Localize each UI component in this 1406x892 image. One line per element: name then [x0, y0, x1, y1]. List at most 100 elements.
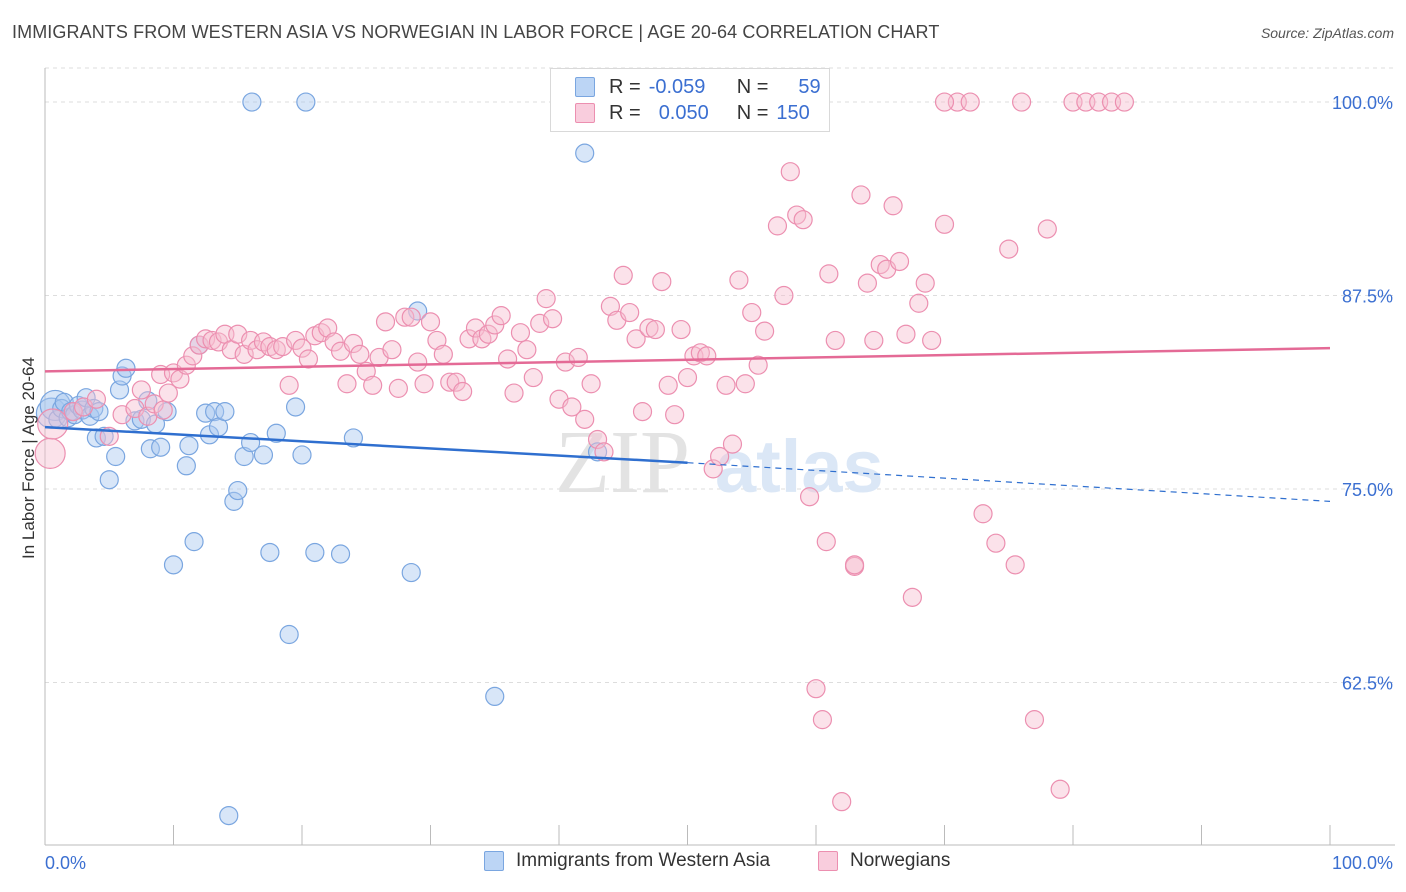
- norwegians-point: [1005, 555, 1025, 575]
- source-label: Source: ZipAtlas.com: [1260, 25, 1394, 41]
- legend-n-value: 59: [798, 75, 821, 98]
- tick-labels: 62.5% 75.0% 87.5% 100.0% 0.0% 100.0%: [45, 93, 1393, 873]
- norwegians-point: [716, 375, 736, 395]
- x-tick-label: 0.0%: [45, 853, 86, 873]
- immigrants-trend-extension: [687, 462, 1331, 502]
- immigrants-point: [176, 456, 196, 476]
- immigrants-point: [485, 686, 505, 707]
- norwegians-point: [922, 330, 942, 351]
- norwegians-point: [1050, 779, 1070, 799]
- norwegians-point: [722, 434, 743, 454]
- watermark-atlas: atlas: [715, 425, 884, 508]
- norwegians-point: [934, 214, 955, 234]
- immigrants-point: [163, 555, 184, 575]
- norwegians-point: [562, 397, 582, 417]
- norwegians-point: [536, 289, 556, 309]
- norwegians-point: [626, 329, 646, 349]
- legend-swatch-pink: [575, 103, 595, 123]
- norwegians-point: [710, 446, 730, 467]
- norwegians-point: [1114, 92, 1135, 112]
- immigrants-point: [285, 397, 306, 417]
- legend-label-norwegians: Norwegians: [850, 850, 951, 871]
- norwegians-point: [819, 264, 839, 284]
- norwegians-point: [324, 332, 344, 352]
- norwegians-point: [581, 374, 601, 394]
- legend-r-label: R =: [609, 101, 641, 124]
- legend-n-label: N =: [736, 75, 769, 98]
- chart-title: IMMIGRANTS FROM WESTERN ASIA VS NORWEGIA…: [12, 22, 940, 42]
- y-tick-label: 75.0%: [1342, 480, 1393, 500]
- norwegians-point: [153, 400, 173, 420]
- y-axis-label: In Labor Force | Age 20-64: [19, 357, 38, 559]
- norwegians-point: [292, 338, 312, 358]
- norwegians-point: [632, 402, 653, 422]
- legend-row-immigrants: R = -0.059 N = 59: [575, 75, 821, 99]
- norwegians-point: [395, 307, 415, 327]
- norwegians-point: [1011, 92, 1032, 112]
- norwegians-point: [1024, 710, 1045, 730]
- norwegians-point: [420, 312, 441, 332]
- norwegians-point: [568, 347, 588, 368]
- correlation-legend: R = -0.059 N = 59 R = 0.050 N = 150: [550, 68, 830, 132]
- norwegians-point: [645, 319, 665, 340]
- immigrants-point: [242, 92, 262, 112]
- immigrants-point: [228, 480, 248, 501]
- norwegians-point: [844, 555, 865, 575]
- norwegians-point: [34, 437, 66, 470]
- norwegians-point: [594, 442, 614, 462]
- norwegians-point: [986, 533, 1006, 553]
- x-tick-label: 100.0%: [1332, 853, 1393, 873]
- norwegians-point: [408, 352, 428, 372]
- norwegians-point: [742, 302, 762, 323]
- immigrants-point: [296, 92, 316, 112]
- norwegians-point: [587, 429, 608, 450]
- norwegians-point: [542, 309, 563, 329]
- norwegians-point: [363, 375, 383, 395]
- norwegians-point: [902, 587, 922, 607]
- norwegians-point: [889, 251, 910, 272]
- immigrants-point: [99, 470, 119, 490]
- immigrants-point: [151, 437, 171, 457]
- immigrants-point: [266, 423, 286, 443]
- norwegians-trend-line: [44, 346, 1331, 373]
- norwegians-point: [806, 679, 826, 699]
- norwegians-point: [401, 307, 421, 327]
- norwegians-point: [677, 367, 698, 388]
- norwegians-point: [748, 355, 768, 375]
- norwegians-point: [600, 296, 621, 316]
- series-norwegians-points: [34, 92, 1135, 812]
- series-legend: Immigrants from Western Asia Norwegians: [0, 850, 1406, 878]
- axes: [44, 68, 1395, 846]
- norwegians-point: [491, 306, 511, 326]
- legend-swatch-blue: [484, 851, 504, 871]
- norwegians-point: [86, 389, 107, 409]
- immigrants-point: [179, 436, 199, 456]
- norwegians-point: [999, 239, 1019, 259]
- norwegians-point: [485, 315, 505, 335]
- norwegians-point: [735, 374, 755, 394]
- norwegians-point: [832, 792, 852, 812]
- norwegians-point: [298, 349, 319, 369]
- immigrants-point: [234, 446, 254, 467]
- norwegians-point: [883, 196, 903, 216]
- immigrants-point: [575, 143, 595, 163]
- norwegians-point: [896, 324, 916, 344]
- y-tick-label: 87.5%: [1342, 287, 1393, 307]
- immigrants-point: [140, 439, 160, 459]
- norwegians-point: [414, 374, 434, 394]
- legend-swatch-pink: [818, 851, 838, 871]
- norwegians-point: [703, 459, 723, 479]
- norwegians-point: [851, 185, 871, 205]
- grid-lines: [45, 67, 1395, 683]
- norwegians-point: [382, 340, 402, 360]
- norwegians-point: [350, 344, 370, 364]
- immigrants-point: [330, 544, 351, 564]
- immigrants-point: [292, 445, 312, 465]
- norwegians-point: [388, 378, 408, 398]
- immigrants-point: [401, 562, 421, 583]
- legend-item-immigrants: Immigrants from Western Asia: [484, 850, 770, 872]
- immigrants-point: [184, 532, 204, 552]
- immigrants-point: [253, 445, 274, 465]
- norwegians-point: [960, 92, 980, 112]
